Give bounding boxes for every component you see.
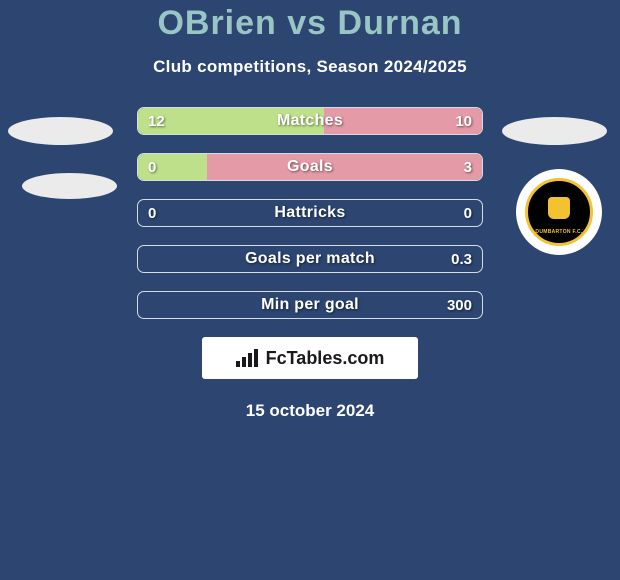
stat-bar-value-right: 0 — [464, 200, 472, 226]
branding-box[interactable]: FcTables.com — [202, 337, 418, 379]
club-right-badge: DUMBARTON F.C. — [516, 169, 602, 255]
club-right-ring-text: DUMBARTON F.C. — [535, 229, 582, 235]
page-subtitle: Club competitions, Season 2024/2025 — [0, 57, 620, 77]
stat-bar-value-left: 0 — [148, 154, 156, 180]
right-player-col: DUMBARTON F.C. — [502, 107, 612, 255]
player-left-avatar-placeholder — [8, 117, 113, 145]
footer-date: 15 october 2024 — [10, 401, 610, 421]
elephant-icon — [548, 197, 570, 219]
stat-bar-value-left: 0 — [148, 200, 156, 226]
stat-bar-value-right: 10 — [455, 108, 472, 134]
stat-bar: Hattricks0 0 — [137, 199, 483, 227]
stat-bar: Min per goal300 — [137, 291, 483, 319]
page-title: OBrien vs Durnan — [0, 0, 620, 43]
stat-bars: Matches1210Goals03Hattricks00Goals per m… — [137, 107, 483, 319]
club-right-badge-inner: DUMBARTON F.C. — [525, 178, 593, 246]
stat-bar-value-right: 0.3 — [451, 246, 472, 272]
branding-text: FcTables.com — [266, 348, 385, 369]
chart-bars-icon — [236, 349, 260, 367]
stat-bar-value-left: 12 — [148, 108, 165, 134]
stat-bar-value-right: 3 — [464, 154, 472, 180]
stat-bar: Goals0 3 — [137, 153, 483, 181]
stat-bar-label: Matches — [138, 108, 482, 134]
club-left-badge-placeholder — [22, 173, 117, 199]
stat-bar-value-right: 300 — [447, 292, 472, 318]
stat-bar-label: Goals — [138, 154, 482, 180]
player-right-avatar-placeholder — [502, 117, 607, 145]
stat-bar-label: Goals per match — [138, 246, 482, 272]
left-player-col — [8, 107, 118, 199]
stat-bar: Matches12 10 — [137, 107, 483, 135]
compare-area: DUMBARTON F.C. Matches1210Goals03Hattric… — [0, 107, 620, 421]
stat-bar: Goals per match0.3 — [137, 245, 483, 273]
stat-bar-label: Hattricks — [138, 200, 482, 226]
stat-bar-label: Min per goal — [138, 292, 482, 318]
